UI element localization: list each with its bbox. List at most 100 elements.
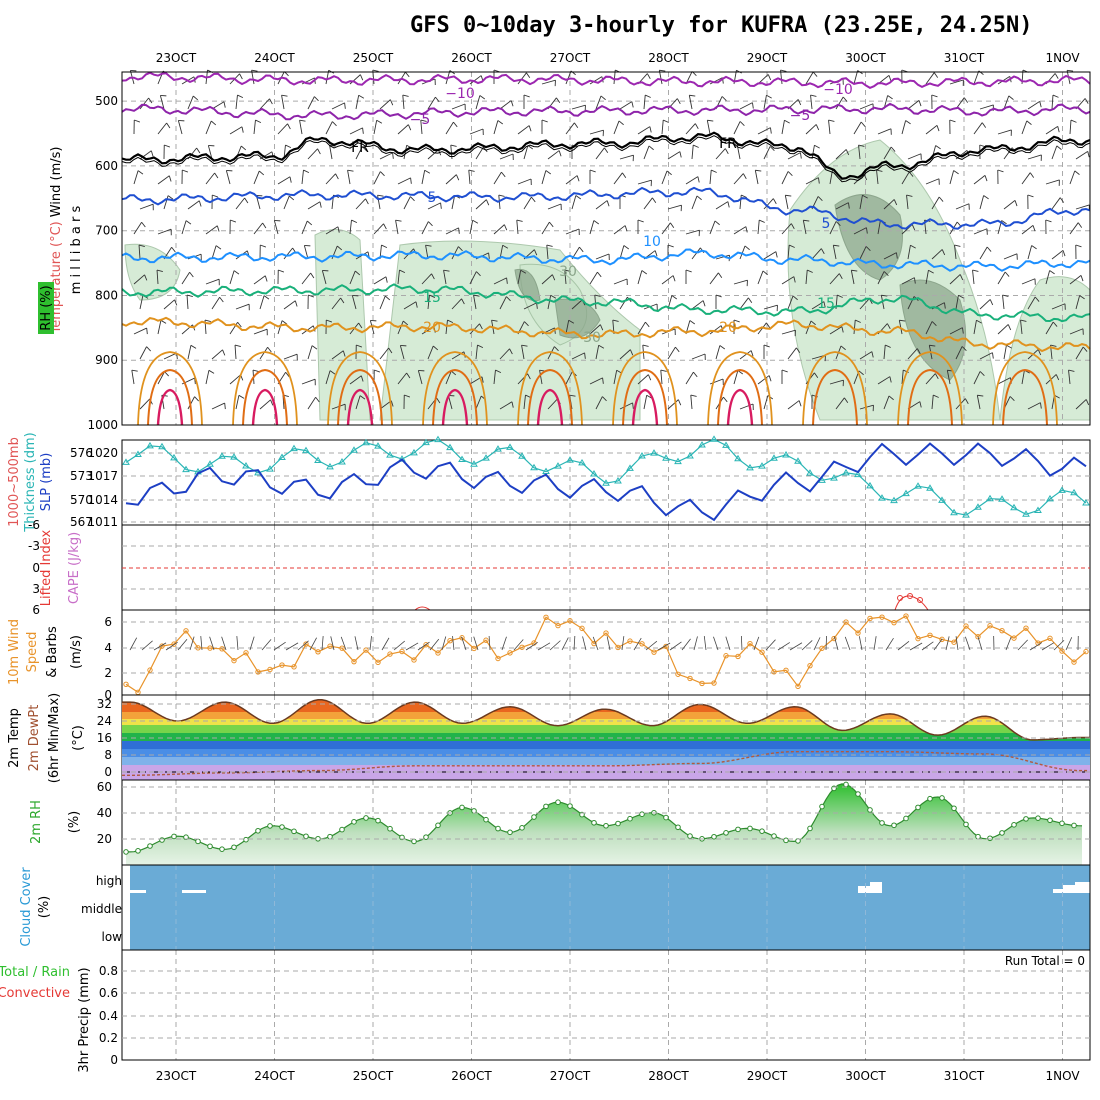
wind-barb-flag <box>150 150 154 157</box>
thickness-marker <box>698 441 706 448</box>
wind-speed-marker <box>711 680 717 686</box>
cloud-gap <box>870 882 882 893</box>
wind-barb <box>299 120 303 135</box>
wind-barb <box>973 320 977 335</box>
wind-barb-flag <box>356 344 363 348</box>
wind-barb-flag <box>311 345 318 350</box>
wind-barb-flag <box>1054 73 1059 79</box>
wind-barb <box>445 227 459 235</box>
thickness-marker <box>626 464 634 471</box>
wind-barb <box>235 197 245 210</box>
rh2m-marker <box>735 826 741 833</box>
wind-barb <box>658 70 663 85</box>
wind-barb-flag <box>385 276 388 283</box>
surface-wind-barb <box>955 636 959 651</box>
wind-barb-flag <box>714 220 720 226</box>
wind-barb <box>1021 370 1025 385</box>
wind-barb <box>1075 399 1087 410</box>
stability-tick: 6 <box>32 603 40 617</box>
surface-wind-barb <box>582 636 587 651</box>
wind-barb-flag <box>1007 324 1012 331</box>
thickness-marker <box>314 456 322 463</box>
thickness-marker <box>1022 510 1030 517</box>
wind-barb-flag <box>455 174 460 181</box>
wind-barb <box>451 298 462 310</box>
rh2m-marker <box>783 837 789 844</box>
contour-label: 20 <box>423 320 441 336</box>
wind-barb-flag <box>905 120 911 125</box>
wind-barb <box>349 375 362 385</box>
wind-barb-flag <box>1052 94 1059 98</box>
wind-barb <box>355 146 363 160</box>
wind-barb-flag <box>285 371 290 378</box>
wind-barb <box>139 346 147 360</box>
wind-barb-flag <box>1026 120 1032 125</box>
wind-barb-flag <box>554 346 559 352</box>
wind-barb <box>709 378 724 385</box>
wind-barb-flag <box>520 269 527 274</box>
wind-barb-flag <box>491 319 498 322</box>
rh2m-marker <box>183 834 189 841</box>
thickness-marker <box>854 470 862 478</box>
wind-speed-marker <box>291 664 297 670</box>
wind-barb-flag <box>148 97 153 104</box>
contour-label: FR <box>719 136 737 152</box>
wind-barb <box>1069 328 1084 335</box>
wind-barb-flag <box>893 199 898 206</box>
wind-barb <box>163 195 169 210</box>
wind-barb-flag <box>453 121 458 128</box>
wind-barb <box>787 245 790 260</box>
wind-barb <box>325 173 336 185</box>
surface-wind-barb <box>885 637 894 651</box>
wind-barb <box>619 296 628 310</box>
wind-barb <box>1051 197 1061 210</box>
wind-speed-marker <box>771 669 777 675</box>
contour-label: −10 <box>445 86 475 102</box>
wind-barb-flag <box>389 99 394 106</box>
temp-tick: 0 <box>104 765 112 779</box>
wind-barb <box>1051 145 1058 160</box>
wind-barb-flag <box>888 395 894 401</box>
date-label-bottom: 30OCT <box>845 1069 886 1083</box>
wind-barb-flag <box>961 346 967 351</box>
wind-barb <box>637 126 651 135</box>
wind-barb <box>187 396 195 410</box>
rh-shading <box>379 240 641 421</box>
thickness-marker <box>842 468 850 476</box>
thickness-marker <box>722 441 730 448</box>
cloud-gap <box>182 890 206 893</box>
surface-wind-barb <box>441 636 447 651</box>
wind-barb <box>571 352 585 360</box>
wind-barb <box>205 278 220 285</box>
date-label-top: 23OCT <box>156 51 197 65</box>
wind-barb <box>307 201 321 210</box>
wind-speed-marker <box>903 613 909 619</box>
temperature-band <box>122 719 1090 725</box>
wind-barb-flag <box>954 244 961 247</box>
wind-barb <box>691 353 706 360</box>
wind-speed-marker <box>267 666 273 673</box>
wind-barb <box>187 95 194 110</box>
wind-barb <box>571 104 586 110</box>
wind-barb-flag <box>506 296 511 302</box>
wind-barb <box>259 399 271 410</box>
wind-barb <box>757 127 771 135</box>
wind-barb <box>565 122 575 135</box>
wind-barb <box>355 95 360 110</box>
wind-barb-flag <box>606 200 610 207</box>
wind-barb-flag <box>1067 69 1074 72</box>
wind-barb-flag <box>194 396 200 402</box>
surface-wind-barb <box>525 641 538 651</box>
rh-tick: 60 <box>97 780 112 794</box>
wind-barb <box>685 371 694 385</box>
wind-barb <box>925 321 933 335</box>
wind-barb <box>259 98 270 110</box>
thickness-marker <box>998 495 1006 502</box>
wind-speed-marker <box>891 619 897 626</box>
wind-barb <box>1021 278 1036 285</box>
wind-barb <box>739 403 754 410</box>
wind-barb-flag <box>447 319 454 324</box>
wind-barb-flag <box>817 196 823 201</box>
wind-barb-flag <box>317 148 321 155</box>
